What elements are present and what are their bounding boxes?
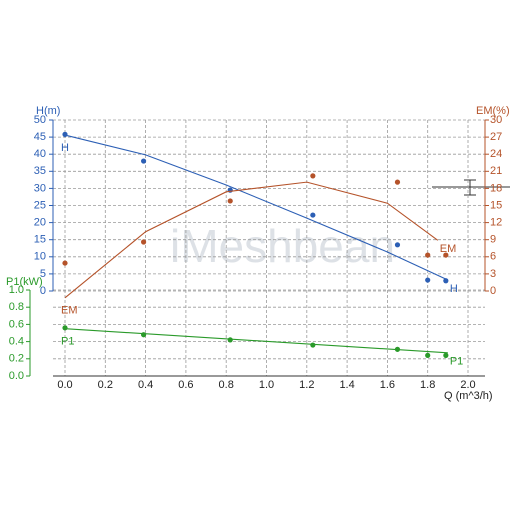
y3-tick-label: 1.0 [9, 284, 24, 296]
series-label: H [450, 283, 458, 295]
y3-tick-label: 0.4 [9, 336, 24, 348]
error-bar-symbol [432, 179, 510, 196]
y2-tick-label: 0 [490, 285, 496, 297]
y-tick-label: 35 [34, 165, 46, 177]
fit-curve [64, 134, 449, 281]
y3-tick-label: 0.8 [9, 301, 24, 313]
series-label: H [61, 142, 69, 154]
y-tick-label: 0 [40, 285, 46, 297]
fit-curve [64, 181, 439, 299]
data-point [425, 277, 431, 283]
data-point [140, 158, 147, 164]
data-point [443, 278, 449, 284]
x-tick-label: 0.6 [178, 379, 193, 391]
data-point [140, 239, 147, 245]
x-tick-label: 0.2 [98, 379, 113, 391]
x-tick-label: 0.4 [138, 379, 153, 391]
watermark: iMeshbean [170, 220, 395, 272]
x-tick-label: 1.2 [299, 379, 314, 391]
data-point [310, 342, 316, 348]
data-point [425, 352, 431, 358]
y-tick-label: 40 [34, 148, 46, 160]
data-point [227, 337, 233, 343]
x-tick-label: 2.0 [460, 379, 475, 391]
data-point [227, 198, 233, 204]
data-point [394, 346, 401, 352]
x-tick-label: 1.4 [339, 379, 354, 391]
data-point [310, 173, 316, 179]
x-axis-label: Q (m^3/h) [444, 390, 493, 402]
series-label: P1 [450, 356, 463, 368]
y2-tick-label: 30 [490, 114, 502, 126]
x-tick-label: 0.0 [57, 379, 72, 391]
series-label: EM [61, 305, 78, 317]
data-point [443, 352, 449, 358]
data-point [310, 212, 316, 218]
data-point [394, 242, 401, 248]
y-tick-label: 15 [34, 234, 46, 246]
y-tick-label: 25 [34, 199, 46, 211]
data-point [443, 252, 449, 258]
y2-tick-label: 18 [490, 182, 502, 194]
x-tick-label: 1.0 [259, 379, 274, 391]
fit-curve [64, 328, 448, 354]
series-label: EM [440, 243, 457, 255]
y2-tick-label: 24 [490, 148, 502, 160]
x-tick-label: 1.8 [420, 379, 435, 391]
y3-tick-label: 0.6 [9, 318, 24, 330]
data-point [425, 252, 431, 258]
y2-tick-label: 21 [490, 165, 502, 177]
data-point [62, 260, 68, 266]
y2-tick-label: 15 [490, 199, 502, 211]
y2-tick-label: 6 [490, 251, 496, 263]
y-tick-label: 45 [34, 131, 46, 143]
y3-axis-label: P1(kW) [6, 276, 43, 288]
data-point [140, 332, 147, 338]
x-tick-label: 0.8 [219, 379, 234, 391]
x-tick-label: 1.6 [380, 379, 395, 391]
y2-tick-label: 27 [490, 131, 502, 143]
y3-tick-label: 0.2 [9, 353, 24, 365]
y-axis-label: H(m) [36, 105, 60, 117]
data-point [62, 325, 68, 331]
y-tick-label: 50 [34, 114, 46, 126]
data-point [394, 179, 401, 185]
y-tick-label: 30 [34, 182, 46, 194]
y-tick-label: 5 [40, 268, 46, 280]
y2-tick-label: 3 [490, 268, 496, 280]
y2-tick-label: 9 [490, 234, 496, 246]
y3-tick-label: 0.0 [9, 370, 24, 382]
y2-axis-label: EM(%) [476, 105, 510, 117]
data-point [62, 131, 68, 137]
y-tick-label: 10 [34, 251, 46, 263]
series-label: P1 [61, 336, 74, 348]
y-tick-label: 20 [34, 217, 46, 229]
y2-tick-label: 12 [490, 217, 502, 229]
